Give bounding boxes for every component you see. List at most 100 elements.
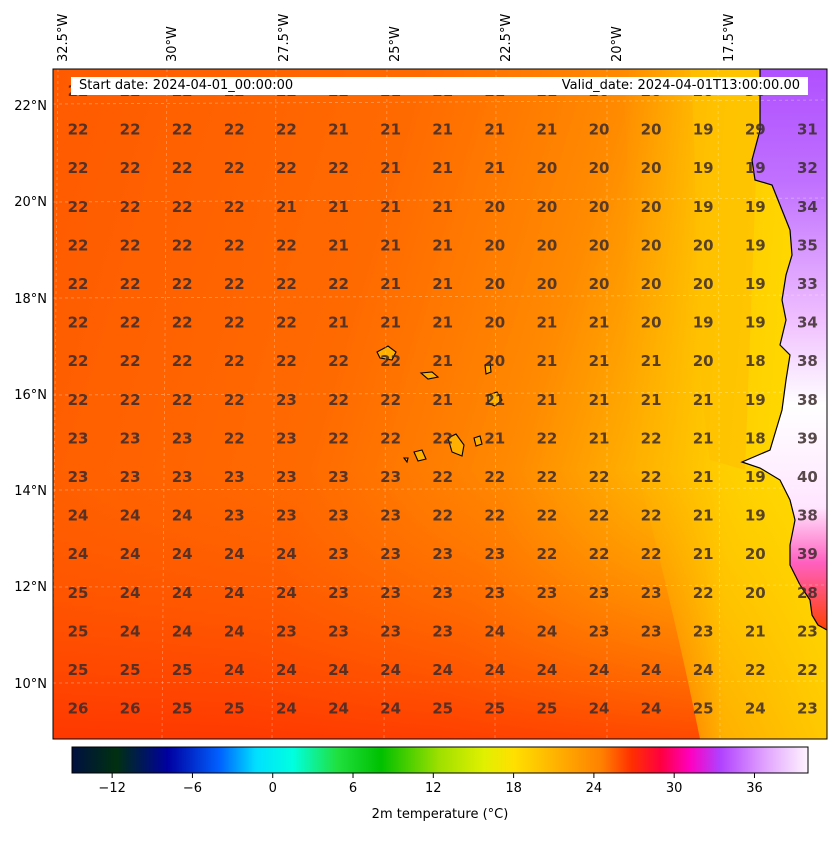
temperature-value-label: 23 [224,507,245,525]
colorbar-tick-label: −12 [98,781,125,796]
temperature-value-label: 24 [432,661,453,679]
valid-date-label: Valid_date: 2024-04-01T13:00:00.00 [561,78,800,93]
temperature-value-label: 33 [797,275,818,293]
temperature-value-label: 22 [641,545,662,563]
temperature-value-label: 24 [589,661,610,679]
temperature-value-label: 23 [484,545,505,563]
temperature-value-label: 19 [693,314,714,332]
temperature-value-label: 23 [328,507,349,525]
temperature-value-label: 24 [484,661,505,679]
temperature-value-label: 23 [589,622,610,640]
latitude-label: 22°N [14,99,47,114]
temperature-value-label: 23 [536,584,557,602]
latitude-label: 16°N [14,388,47,403]
temperature-value-label: 21 [641,391,662,409]
temperature-value-label: 20 [693,352,714,370]
temperature-value-label: 35 [797,236,818,254]
temperature-value-label: 24 [536,661,557,679]
temperature-value-label: 21 [432,352,453,370]
temperature-value-label: 24 [68,545,89,563]
temperature-value-label: 20 [693,275,714,293]
temperature-value-label: 22 [172,275,193,293]
temperature-value-label: 21 [641,352,662,370]
temperature-value-label: 20 [536,159,557,177]
temperature-value-label: 22 [68,236,89,254]
temperature-value-label: 23 [797,622,818,640]
temperature-value-label: 21 [693,429,714,447]
temperature-value-label: 20 [484,236,505,254]
latitude-label: 14°N [14,484,47,499]
temperature-value-label: 23 [432,584,453,602]
temperature-value-label: 22 [328,275,349,293]
temperature-value-label: 21 [380,314,401,332]
temperature-value-label: 25 [432,700,453,718]
temperature-value-label: 23 [380,545,401,563]
temperature-value-label: 22 [224,314,245,332]
temperature-value-label: 24 [641,661,662,679]
longitude-label: 17.5°W [722,14,737,62]
temperature-value-label: 22 [276,159,297,177]
temperature-value-label: 22 [432,429,453,447]
temperature-value-label: 25 [172,661,193,679]
temperature-value-label: 23 [276,507,297,525]
temperature-value-label: 29 [745,121,766,139]
temperature-value-label: 24 [120,584,141,602]
temperature-value-label: 21 [432,159,453,177]
temperature-value-label: 23 [589,584,610,602]
latitude-axis: 22°N 20°N 18°N 16°N 14°N 12°N 10°N [14,99,47,692]
temperature-value-label: 19 [693,121,714,139]
colorbar-tick-label: 24 [586,781,603,796]
temperature-value-label: 22 [68,391,89,409]
temperature-value-label: 21 [589,314,610,332]
temperature-value-label: 19 [745,391,766,409]
temperature-value-label: 21 [484,159,505,177]
temperature-value-label: 22 [224,275,245,293]
temperature-value-label: 21 [380,236,401,254]
temperature-value-label: 25 [68,622,89,640]
temperature-value-label: 22 [432,507,453,525]
temperature-value-label: 22 [120,198,141,216]
temperature-value-label: 22 [380,352,401,370]
temperature-value-label: 24 [693,661,714,679]
temperature-value-label: 23 [797,700,818,718]
temperature-value-label: 22 [380,391,401,409]
colorbar-tick-label: 6 [349,781,357,796]
temperature-value-label: 23 [172,468,193,486]
temperature-value-label: 22 [276,314,297,332]
temperature-value-label: 21 [536,314,557,332]
temperature-value-label: 39 [797,545,818,563]
temperature-value-label: 21 [328,198,349,216]
temperature-value-label: 18 [745,352,766,370]
temperature-value-label: 25 [536,700,557,718]
temperature-value-label: 24 [120,545,141,563]
temperature-value-label: 22 [797,661,818,679]
temperature-field: 2222222222222121212120202030222222222221… [53,69,827,739]
temperature-value-label: 23 [172,429,193,447]
temperature-value-label: 22 [172,352,193,370]
temperature-value-label: 22 [172,159,193,177]
colorbar: −12 −6 0 6 12 18 24 30 36 [71,746,809,796]
temperature-value-label: 22 [693,584,714,602]
temperature-value-label: 20 [484,352,505,370]
temperature-value-label: 23 [328,622,349,640]
temperature-value-label: 20 [484,275,505,293]
temperature-value-label: 24 [328,661,349,679]
temperature-value-label: 23 [276,468,297,486]
latitude-label: 20°N [14,195,47,210]
temperature-value-label: 20 [745,545,766,563]
temperature-value-label: 21 [589,352,610,370]
temperature-value-label: 22 [641,468,662,486]
temperature-value-label: 21 [693,391,714,409]
temperature-value-label: 22 [172,391,193,409]
temperature-value-label: 19 [745,275,766,293]
temperature-value-label: 22 [589,545,610,563]
temperature-value-label: 24 [745,700,766,718]
colorbar-ticks: −12 −6 0 6 12 18 24 30 36 [98,773,763,796]
temperature-value-label: 21 [380,275,401,293]
temperature-value-label: 22 [120,159,141,177]
temperature-value-label: 22 [172,121,193,139]
temperature-value-label: 21 [536,391,557,409]
temperature-value-label: 22 [68,314,89,332]
temperature-value-label: 22 [641,429,662,447]
temperature-value-label: 20 [536,198,557,216]
